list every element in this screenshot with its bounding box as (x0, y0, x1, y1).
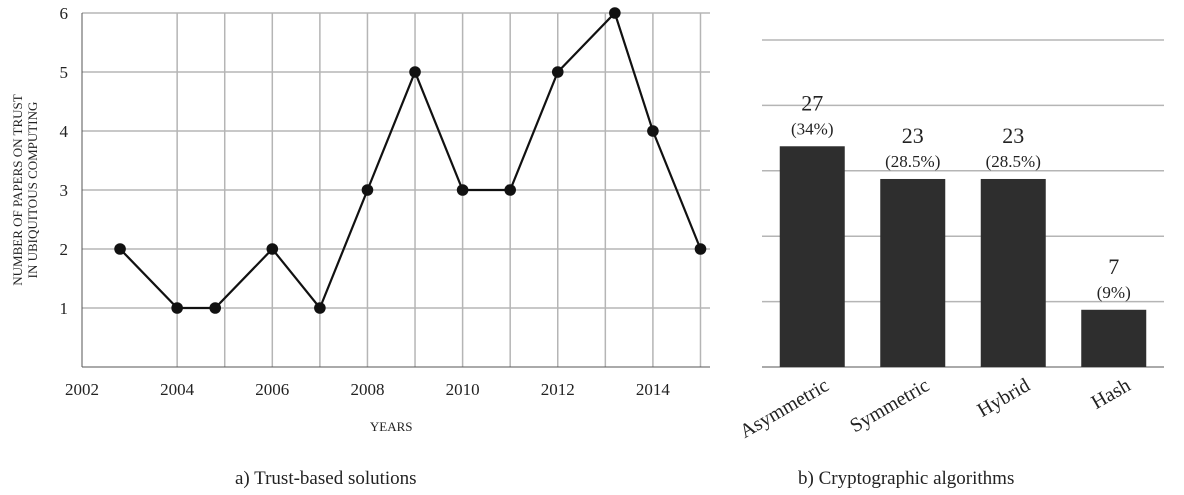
data-point (551, 66, 564, 78)
caption-cryptographic: b) Cryptographic algorithms (798, 468, 1015, 489)
y-tick-label: 2 (60, 240, 69, 259)
data-point (504, 184, 516, 196)
x-tick-label: 2010 (446, 380, 480, 399)
x-axis-title: YEARS (370, 419, 413, 434)
data-point (314, 302, 326, 314)
caption-trust-based: a) Trust-based solutions (235, 468, 417, 489)
bar (980, 178, 1046, 367)
bar (1081, 309, 1147, 367)
data-point (361, 184, 374, 196)
x-tick-label: 2008 (350, 380, 384, 399)
trust-line-chart: 1 2 3 4 5 6 2002 2004 2006 2008 2010 2012 2014 YEARS N… (10, 4, 710, 434)
data-point (409, 66, 421, 78)
y-axis-title-line: IN UBIQUITOUS COMPUTING (25, 102, 40, 279)
x-tick-label: 2014 (636, 380, 671, 399)
bar-percent-label: (28.5%) (885, 152, 940, 171)
x-tick-label: 2006 (255, 380, 289, 399)
category-label: Hash (1088, 374, 1135, 414)
bar-percent-label: (28.5%) (986, 152, 1041, 171)
y-axis-title-line: NUMBER OF PAPERS ON TRUST (10, 94, 25, 286)
y-tick-label: 5 (60, 63, 69, 82)
y-tick-label: 1 (60, 299, 69, 318)
bar (779, 146, 845, 367)
y-axis-title: NUMBER OF PAPERS ON TRUSTIN UBIQUITOUS C… (10, 94, 40, 286)
data-point (647, 125, 659, 137)
y-tick-label: 4 (60, 122, 69, 141)
data-point (171, 302, 183, 314)
data-point (609, 7, 621, 19)
x-tick-label: 2012 (541, 380, 575, 399)
category-label: Hybrid (974, 374, 1034, 421)
data-point (694, 243, 707, 255)
x-tick-label: 2002 (65, 380, 99, 399)
y-tick-label: 3 (60, 181, 69, 200)
category-label: Asymmetric (736, 374, 833, 443)
bar-value-label: 7 (1108, 254, 1119, 279)
category-label: Symmetric (846, 374, 933, 437)
bar-percent-label: (34%) (791, 119, 833, 138)
data-point (456, 184, 469, 196)
crypto-bar-chart: 27 (34%) Asymmetric 23 (28.5%) Symmetric 23 (28… (736, 39, 1164, 443)
bar-value-label: 27 (801, 90, 823, 115)
data-point (209, 302, 222, 314)
data-point (266, 243, 279, 255)
data-point (114, 243, 126, 255)
bar-percent-label: (9%) (1097, 283, 1131, 302)
bar-value-label: 23 (902, 123, 924, 148)
series-line (119, 10, 702, 311)
y-tick-label: 6 (60, 4, 69, 23)
bar (880, 178, 946, 367)
bar-value-label: 23 (1002, 123, 1024, 148)
x-tick-label: 2004 (160, 380, 195, 399)
